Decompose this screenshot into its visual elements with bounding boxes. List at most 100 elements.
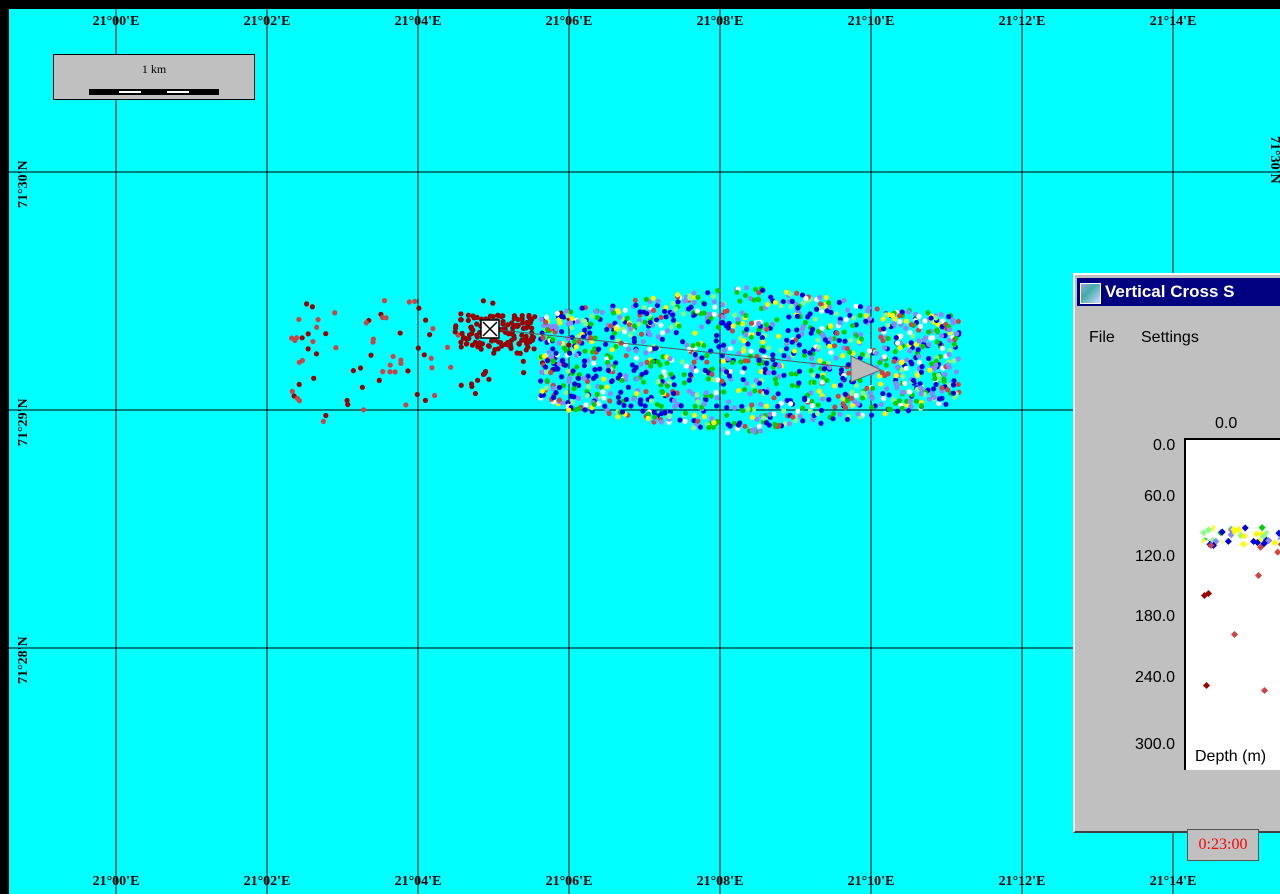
event-point — [897, 318, 903, 325]
event-point — [905, 309, 911, 315]
event-point — [654, 302, 661, 309]
event-point — [585, 373, 591, 379]
track-line — [489, 328, 866, 370]
event-point — [694, 308, 701, 314]
event-point — [487, 313, 494, 319]
event-point — [663, 314, 669, 320]
event-point — [564, 308, 570, 314]
event-point — [788, 401, 794, 407]
event-point — [859, 351, 865, 358]
event-point — [802, 348, 808, 355]
menu-settings[interactable]: Settings — [1141, 329, 1199, 347]
event-point — [682, 410, 689, 416]
event-point — [929, 361, 935, 367]
event-point — [817, 301, 824, 307]
event-point — [946, 351, 952, 357]
event-point — [507, 342, 514, 348]
event-point — [898, 359, 904, 366]
depth-tick: 180.0 — [1135, 608, 1176, 625]
event-point — [673, 330, 679, 336]
event-point — [427, 332, 433, 338]
event-point — [835, 393, 841, 399]
chart-map[interactable]: 1 km — [9, 9, 1280, 894]
event-point — [660, 354, 666, 360]
triangle-arrow-icon — [850, 355, 883, 383]
event-point — [695, 294, 701, 300]
event-point — [679, 359, 685, 365]
event-point — [687, 372, 694, 378]
event-point — [783, 346, 790, 352]
event-point — [814, 373, 821, 379]
event-point — [709, 366, 715, 372]
depth-plot[interactable] — [1184, 438, 1280, 770]
event-point — [741, 365, 748, 371]
event-point — [755, 330, 762, 337]
menu-file[interactable]: File — [1089, 329, 1115, 347]
event-point — [692, 330, 698, 336]
event-point — [550, 359, 556, 365]
event-point — [899, 389, 905, 395]
event-point — [713, 332, 720, 339]
window-title-bar[interactable]: Vertical Cross S — [1077, 278, 1280, 306]
event-point — [927, 367, 933, 373]
event-point — [370, 336, 376, 342]
lon-label-top: 21°08'E — [696, 14, 744, 29]
event-point — [683, 363, 689, 369]
event-point — [568, 320, 574, 326]
event-point — [853, 332, 860, 339]
event-point — [715, 288, 721, 294]
event-point — [920, 343, 926, 350]
event-point — [495, 339, 502, 345]
event-point — [480, 298, 486, 304]
event-point — [595, 346, 602, 352]
event-point — [554, 310, 561, 317]
event-point — [883, 386, 890, 392]
event-point — [713, 390, 719, 396]
event-point — [668, 371, 674, 377]
event-point — [593, 373, 599, 379]
event-point — [510, 325, 516, 331]
map-canvas[interactable] — [9, 9, 1280, 894]
event-point — [540, 335, 546, 341]
event-point — [743, 312, 749, 319]
event-point — [531, 346, 537, 352]
event-point — [864, 385, 870, 391]
event-point — [916, 353, 922, 359]
event-point — [468, 324, 474, 330]
event-point — [925, 310, 931, 316]
event-point — [704, 352, 710, 359]
event-point — [633, 364, 639, 371]
event-point — [572, 381, 578, 387]
event-point — [615, 414, 621, 420]
depth-point — [1274, 548, 1280, 556]
event-point — [955, 356, 961, 362]
event-point — [841, 329, 847, 335]
event-point — [678, 403, 684, 409]
event-point — [803, 295, 809, 302]
event-point — [837, 320, 843, 326]
event-point — [323, 331, 329, 337]
event-point — [415, 345, 421, 351]
event-point — [712, 304, 718, 310]
depth-point — [1258, 524, 1266, 532]
event-point — [648, 363, 654, 369]
event-point — [800, 418, 806, 424]
depth-point — [1271, 539, 1279, 547]
event-point — [840, 375, 846, 381]
event-point — [665, 328, 671, 334]
event-point — [932, 376, 938, 382]
event-point — [559, 329, 565, 335]
vertical-cross-section-window[interactable]: Vertical Cross S File Settings 0.0 Depth… — [1073, 273, 1280, 833]
event-point — [853, 383, 860, 389]
event-point — [724, 412, 730, 418]
event-point — [730, 339, 737, 345]
event-point — [807, 350, 813, 356]
depth-point — [1254, 571, 1263, 580]
event-point — [588, 321, 594, 327]
event-point — [686, 346, 692, 352]
event-point — [799, 292, 806, 298]
event-point — [350, 368, 357, 374]
event-point — [429, 365, 435, 371]
event-point — [654, 401, 660, 408]
event-point — [827, 304, 833, 310]
